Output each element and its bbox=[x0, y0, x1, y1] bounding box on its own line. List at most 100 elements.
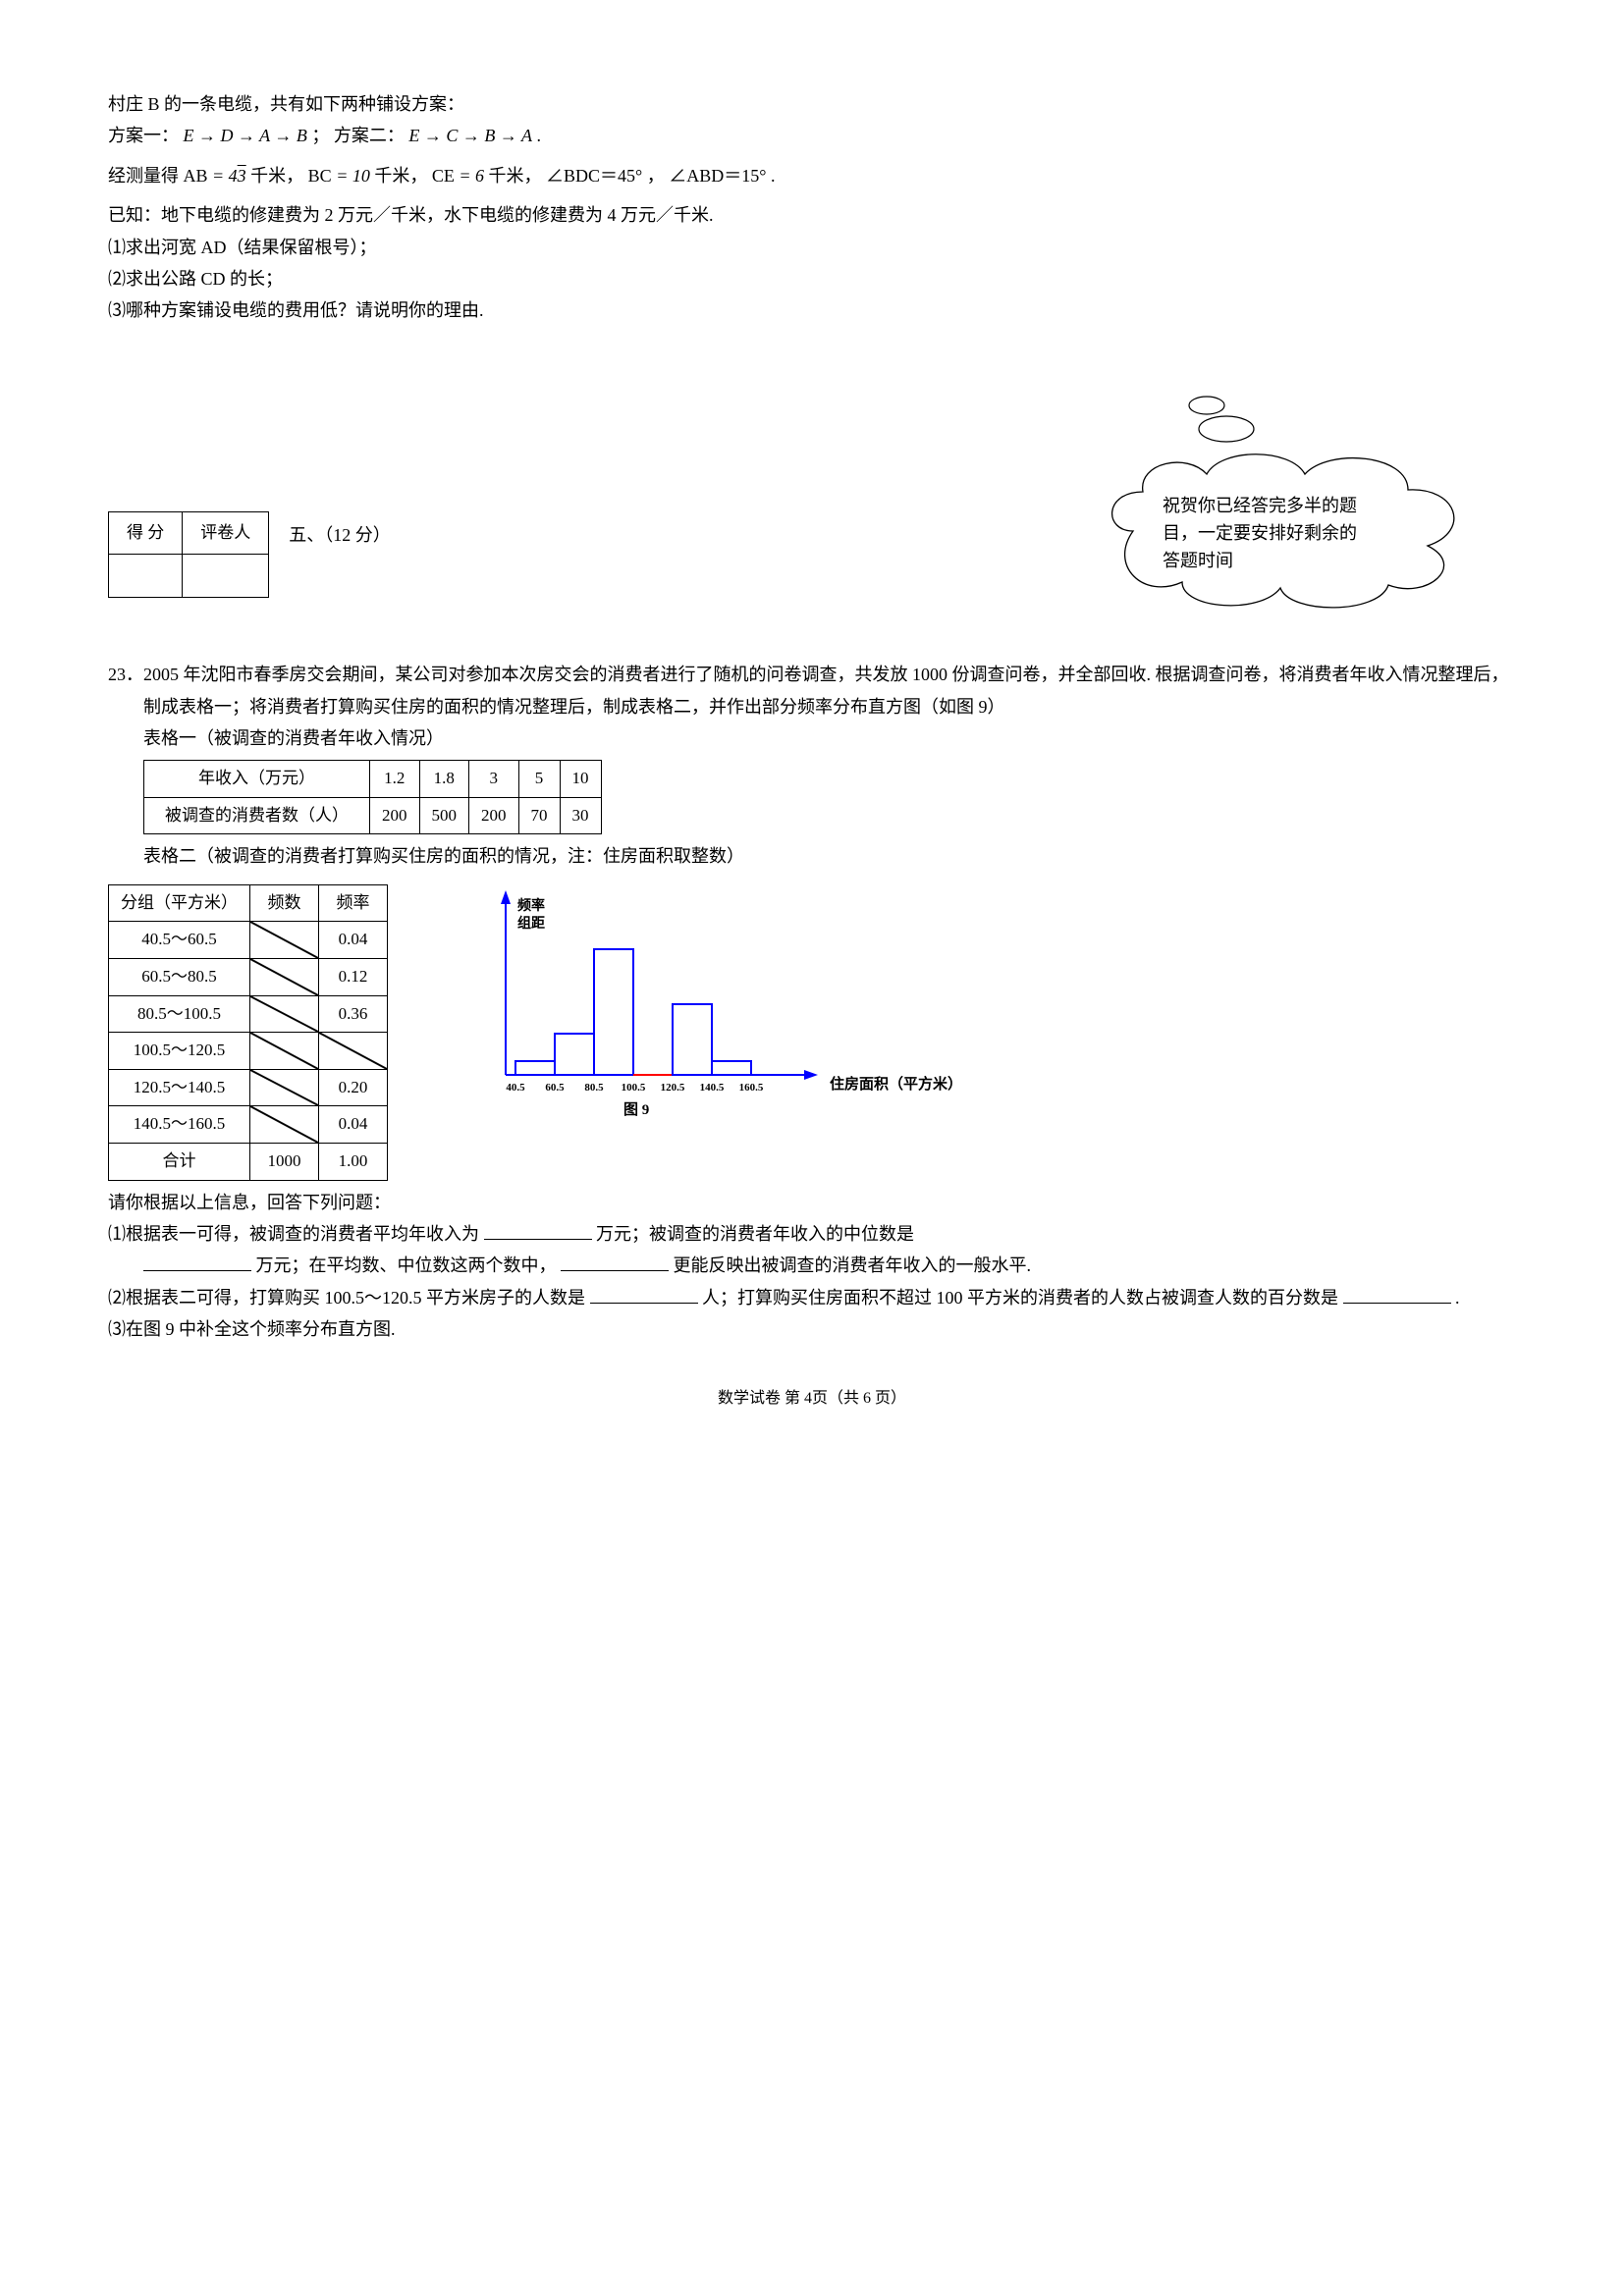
area-r1-g: 40.5～60.5 bbox=[109, 922, 250, 959]
area-col-freq: 频数 bbox=[250, 884, 319, 922]
income-count-row: 被调查的消费者数（人） 200 500 200 70 30 bbox=[144, 797, 602, 834]
income-count-label: 被调查的消费者数（人） bbox=[144, 797, 370, 834]
count-col-1: 200 bbox=[370, 797, 420, 834]
area-r2-f bbox=[250, 959, 319, 996]
histogram-figure: 频率 组距 40.5 60.5 80.5 100.5 120.5 140.5 160.5 住… bbox=[447, 879, 957, 1134]
income-table: 年收入（万元） 1.2 1.8 3 5 10 被调查的消费者数（人） 200 5… bbox=[143, 760, 602, 834]
sub-q2: ⑵求出公路 CD 的长； bbox=[108, 263, 1516, 294]
a1a: ⑴根据表一可得，被调查的消费者平均年收入为 bbox=[108, 1224, 479, 1244]
area-r3-g: 80.5～100.5 bbox=[109, 995, 250, 1033]
area-r5-f bbox=[250, 1069, 319, 1106]
area-r1-f bbox=[250, 922, 319, 959]
svg-text:80.5: 80.5 bbox=[584, 1082, 604, 1094]
hist-ylabel-bot: 组距 bbox=[517, 915, 545, 932]
period-1: . bbox=[771, 166, 776, 186]
score-label-cell: 得 分 bbox=[109, 511, 183, 555]
area-total-label: 合计 bbox=[109, 1144, 250, 1181]
page-footer: 数学试卷 第 4页（共 6 页） bbox=[108, 1385, 1516, 1414]
answer-2: ⑵根据表二可得，打算购买 100.5～120.5 平方米房子的人数是 人；打算购… bbox=[108, 1282, 1516, 1313]
area-r2-g: 60.5～80.5 bbox=[109, 959, 250, 996]
income-col-1: 1.2 bbox=[370, 761, 420, 798]
blank-4 bbox=[590, 1284, 698, 1304]
income-header-row: 年收入（万元） 1.2 1.8 3 5 10 bbox=[144, 761, 602, 798]
angle-abd: ∠ABD＝15° bbox=[669, 166, 766, 186]
svg-text:140.5: 140.5 bbox=[700, 1082, 725, 1094]
area-r3-f bbox=[250, 995, 319, 1033]
area-table: 分组（平方米） 频数 频率 40.5～60.5 0.04 60.5～80.5 0.1… bbox=[108, 884, 388, 1181]
income-col-5: 10 bbox=[560, 761, 601, 798]
income-col-4: 5 bbox=[518, 761, 560, 798]
callout-line2: 目，一定要安排好剩余的 bbox=[1163, 523, 1357, 543]
area-col-group: 分组（平方米） bbox=[109, 884, 250, 922]
ab-value: AB = 43 bbox=[184, 166, 246, 186]
hist-fig-label: 图 9 bbox=[623, 1101, 649, 1118]
svg-text:160.5: 160.5 bbox=[739, 1082, 764, 1094]
sub-q3: ⑶哪种方案铺设电缆的费用低？请说明你的理由. bbox=[108, 294, 1516, 326]
svg-text:40.5: 40.5 bbox=[506, 1082, 525, 1094]
area-r4-r bbox=[319, 1033, 388, 1070]
schemes-line: 方案一： E → D → A → B ； 方案二： E → C → B → A … bbox=[108, 120, 1516, 151]
blank-5 bbox=[1343, 1284, 1451, 1304]
area-r3-r: 0.36 bbox=[319, 995, 388, 1033]
scheme1-label: 方案一： bbox=[108, 126, 179, 145]
area-r6-g: 140.5～160.5 bbox=[109, 1106, 250, 1144]
scheme1-path: E → D → A → B bbox=[184, 126, 307, 145]
ab-unit: 千米， bbox=[250, 166, 303, 186]
table2-title: 表格二（被调查的消费者打算购买住房的面积的情况，注：住房面积取整数） bbox=[143, 840, 1516, 872]
score-blank-cell bbox=[109, 555, 183, 598]
bc-value: BC = 10 bbox=[308, 166, 370, 186]
count-col-5: 30 bbox=[560, 797, 601, 834]
ce-unit: 千米， bbox=[489, 166, 542, 186]
scheme2-path: E → C → B → A bbox=[408, 126, 532, 145]
income-col-3: 3 bbox=[469, 761, 519, 798]
answer-prompt: 请你根据以上信息，回答下列问题： bbox=[108, 1187, 1516, 1218]
cloud-bubble-icon: 祝贺你已经答完多半的题 目，一定要安排好剩余的 答题时间 bbox=[1094, 394, 1487, 629]
count-col-3: 200 bbox=[469, 797, 519, 834]
callout-line3: 答题时间 bbox=[1163, 551, 1233, 570]
blank-1 bbox=[484, 1220, 592, 1240]
angle-bdc: ∠BDC＝45° bbox=[546, 166, 642, 186]
table1-title: 表格一（被调查的消费者年收入情况） bbox=[143, 722, 1516, 754]
area-col-rate: 频率 bbox=[319, 884, 388, 922]
a1b: 万元；被调查的消费者年收入的中位数是 bbox=[596, 1224, 914, 1244]
bc-unit: 千米， bbox=[374, 166, 427, 186]
area-r2-r: 0.12 bbox=[319, 959, 388, 996]
answer-1: ⑴根据表一可得，被调查的消费者平均年收入为 万元；被调查的消费者年收入的中位数是… bbox=[108, 1218, 1516, 1282]
blank-3 bbox=[561, 1253, 669, 1272]
count-col-2: 500 bbox=[419, 797, 469, 834]
intro-line1: 村庄 B 的一条电缆，共有如下两种铺设方案： bbox=[108, 88, 1516, 120]
sub-q1: ⑴求出河宽 AD（结果保留根号）； bbox=[108, 232, 1516, 263]
q23-number: 23． bbox=[108, 659, 143, 722]
a1c: 万元；在平均数、中位数这两个数中， bbox=[256, 1255, 557, 1275]
measurements-line: 经测量得 AB = 43 千米， BC = 10 千米， CE = 6 千米， … bbox=[108, 160, 1516, 191]
a2a: ⑵根据表二可得，打算购买 100.5～120.5 平方米房子的人数是 bbox=[108, 1288, 585, 1308]
area-r6-f bbox=[250, 1106, 319, 1144]
a2c: . bbox=[1455, 1288, 1460, 1308]
area-r4-g: 100.5～120.5 bbox=[109, 1033, 250, 1070]
q23-p1a: 2005 年沈阳市春季房交会期间，某公司对参加本次房交会的消费者进行了随机的问卷… bbox=[143, 665, 908, 684]
comma-1: ， bbox=[647, 166, 665, 186]
svg-text:100.5: 100.5 bbox=[622, 1082, 646, 1094]
count-col-4: 70 bbox=[518, 797, 560, 834]
svg-text:60.5: 60.5 bbox=[545, 1082, 565, 1094]
ce-value: CE = 6 bbox=[432, 166, 484, 186]
grader-blank-cell bbox=[183, 555, 269, 598]
hist-ylabel-top: 频率 bbox=[517, 897, 545, 914]
a2b: 人；打算购买住房面积不超过 100 平方米的消费者的人数占被调查人数的百分数是 bbox=[702, 1288, 1338, 1308]
hist-xlabel: 住房面积（平方米） bbox=[830, 1075, 957, 1093]
grader-label-cell: 评卷人 bbox=[183, 511, 269, 555]
area-r5-g: 120.5～140.5 bbox=[109, 1069, 250, 1106]
schemes-sep: ； bbox=[311, 126, 334, 145]
measure-prefix: 经测量得 bbox=[108, 166, 184, 186]
svg-text:120.5: 120.5 bbox=[661, 1082, 685, 1094]
income-header-label: 年收入（万元） bbox=[144, 761, 370, 798]
area-r1-r: 0.04 bbox=[319, 922, 388, 959]
a1d: 更能反映出被调查的消费者年收入的一般水平. bbox=[674, 1255, 1032, 1275]
area-r4-f bbox=[250, 1033, 319, 1070]
area-r5-r: 0.20 bbox=[319, 1069, 388, 1106]
question-23: 23． 2005 年沈阳市春季房交会期间，某公司对参加本次房交会的消费者进行了随… bbox=[108, 659, 1516, 1345]
answer-3: ⑶在图 9 中补全这个频率分布直方图. bbox=[108, 1313, 1516, 1345]
scheme2-label: 方案二： bbox=[334, 126, 405, 145]
callout-line1: 祝贺你已经答完多半的题 bbox=[1163, 496, 1357, 515]
income-col-2: 1.8 bbox=[419, 761, 469, 798]
